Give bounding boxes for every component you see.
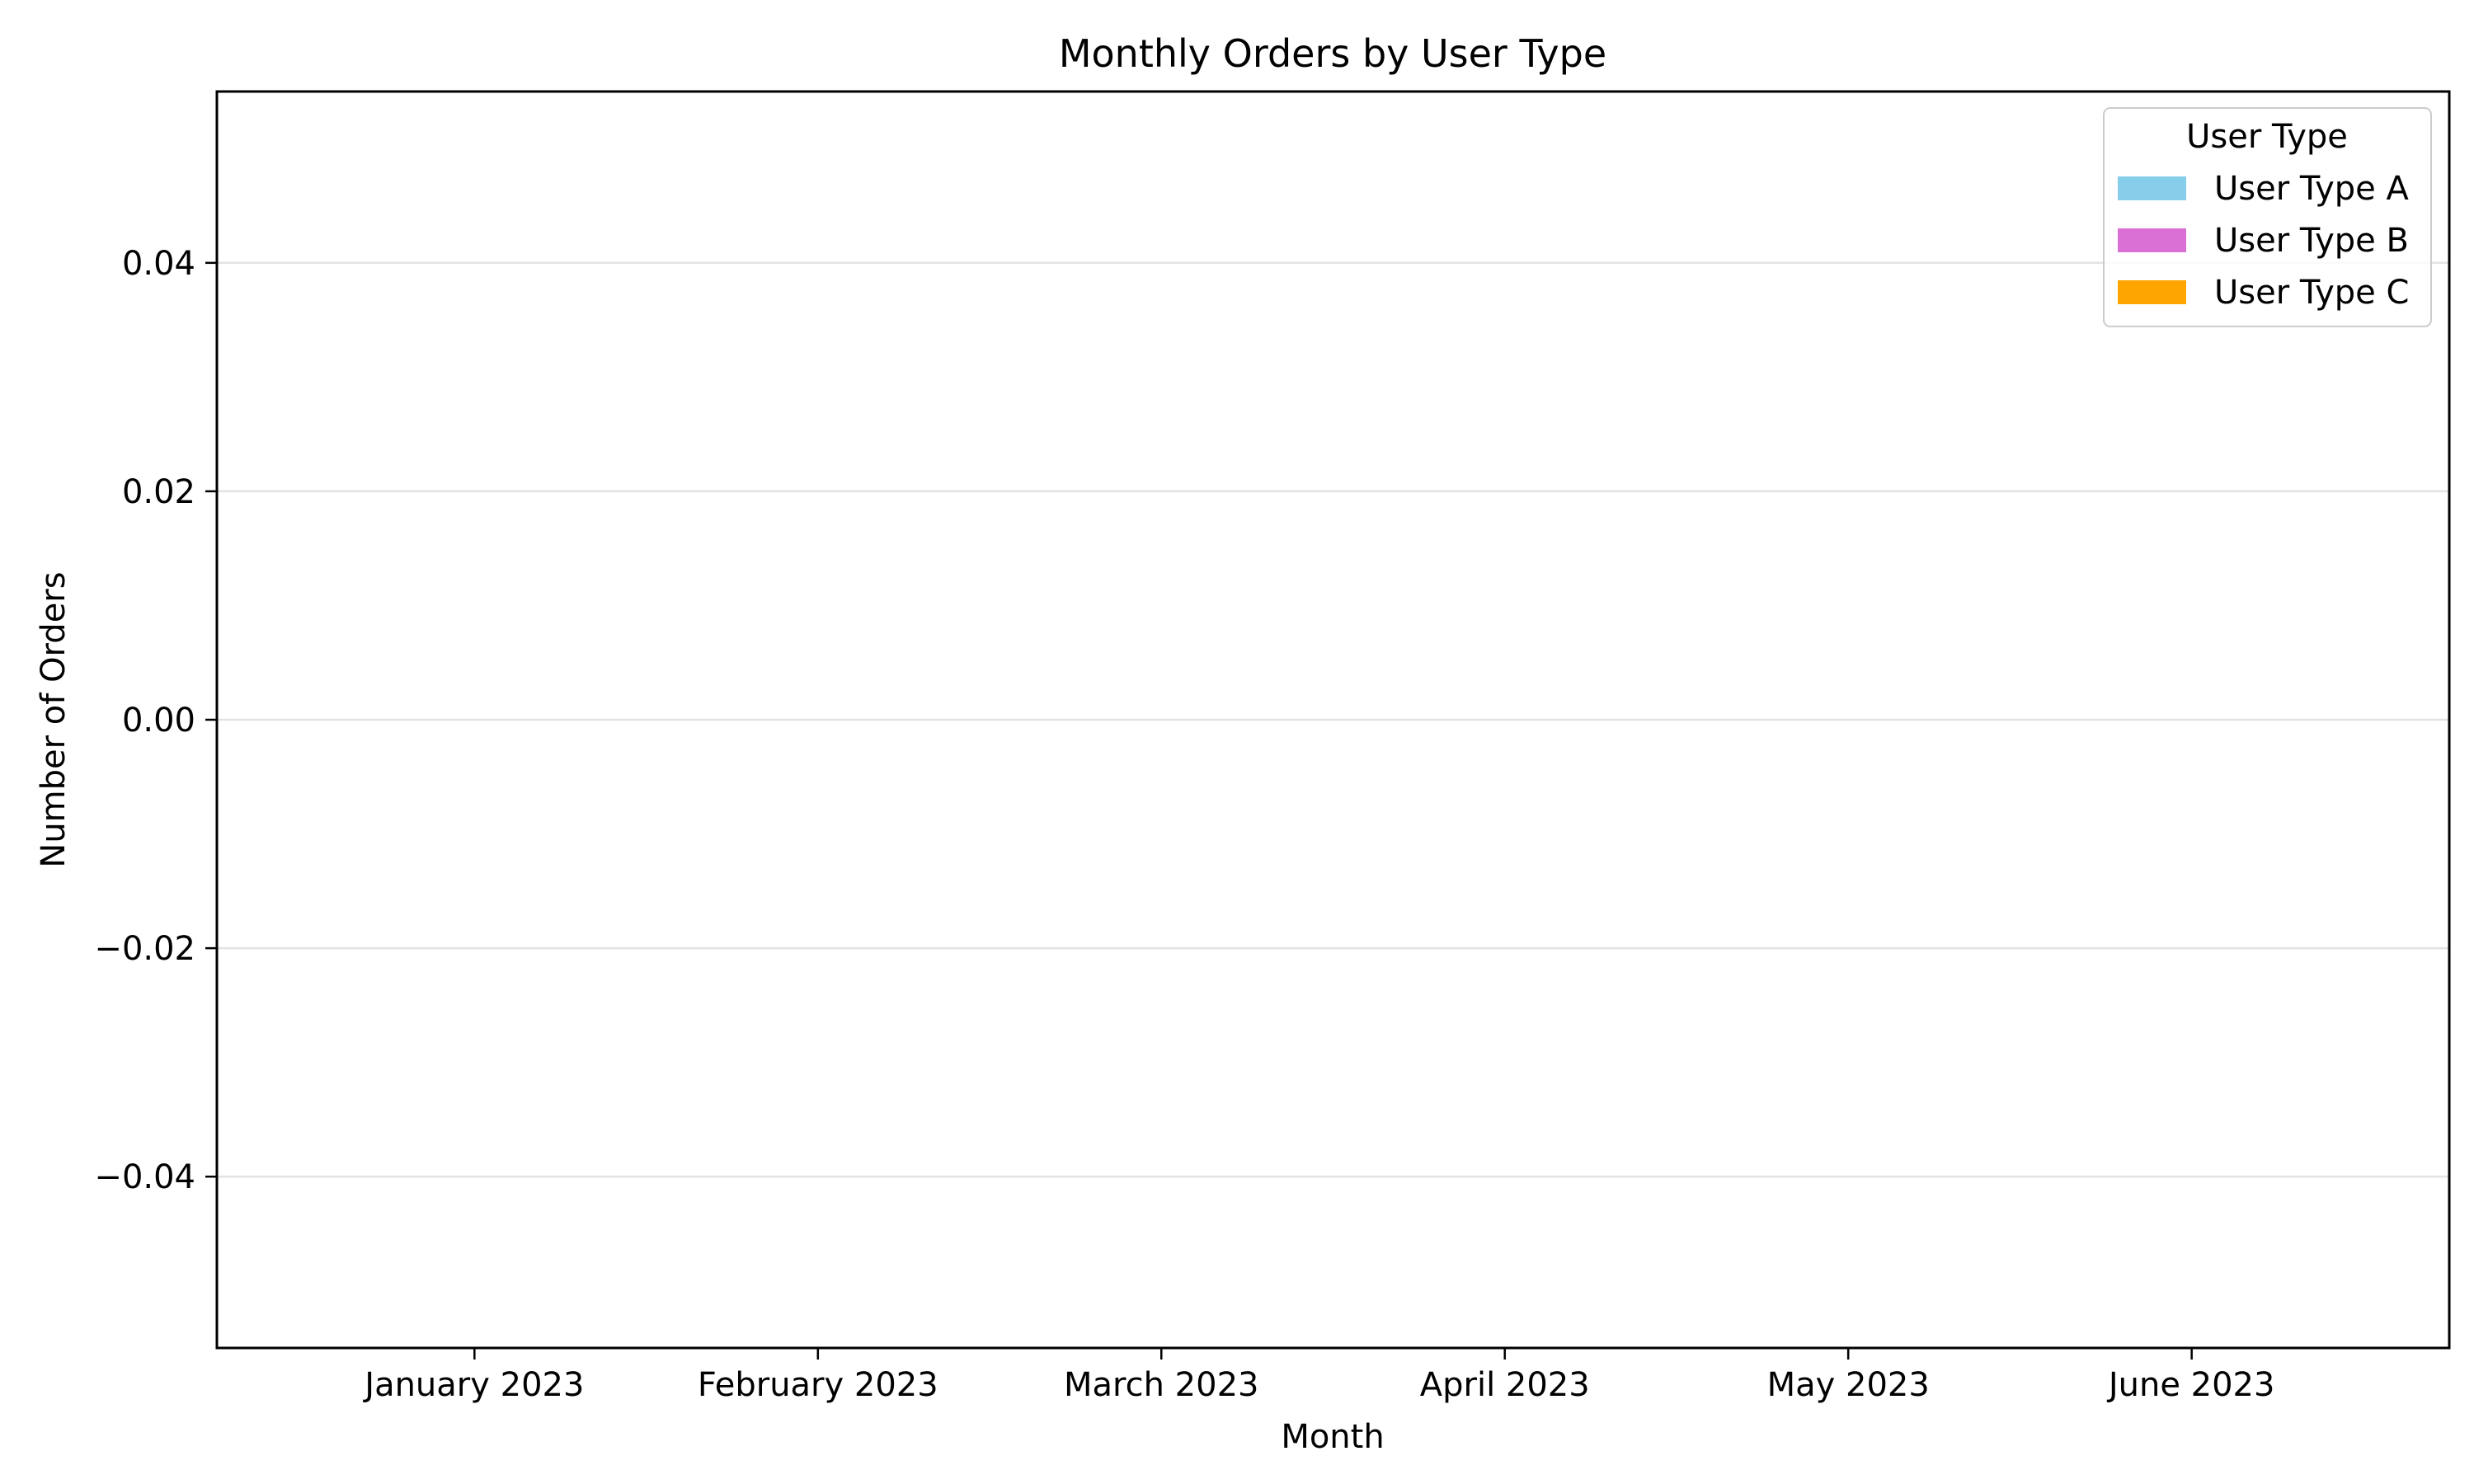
x-tick-label: January 2023: [362, 1366, 584, 1404]
legend-swatch: [2118, 280, 2186, 304]
x-tick-label: February 2023: [698, 1366, 938, 1404]
x-tick-label: June 2023: [2106, 1366, 2275, 1404]
chart-title: Monthly Orders by User Type: [1059, 31, 1606, 76]
legend-items: User Type A User Type B User Type C: [2118, 170, 2409, 312]
legend-swatch: [2118, 228, 2186, 252]
x-tick-label: April 2023: [1420, 1366, 1590, 1404]
legend-label: User Type A: [2214, 170, 2409, 208]
x-tick-label: March 2023: [1064, 1366, 1258, 1404]
y-tick-label: 0.00: [122, 702, 195, 740]
y-tick-label: 0.02: [122, 473, 195, 511]
x-axis-ticks: January 2023 February 2023 March 2023 April…: [362, 1348, 2274, 1404]
legend-swatch: [2118, 176, 2186, 200]
y-grid: [217, 261, 2449, 1178]
legend-label: User Type B: [2214, 222, 2409, 260]
y-tick-label: 0.04: [122, 245, 195, 283]
legend-label: User Type C: [2214, 274, 2409, 312]
y-tick-label: −0.02: [94, 930, 195, 968]
legend-title: User Type: [2186, 118, 2348, 156]
y-axis-label: Number of Orders: [35, 571, 73, 867]
y-tick-label: −0.04: [94, 1158, 195, 1196]
legend-box: [2103, 107, 2432, 327]
x-axis-label: Month: [1281, 1418, 1384, 1456]
y-axis-ticks: 0.04 0.02 0.00 −0.02 −0.04: [94, 245, 217, 1196]
x-tick-label: May 2023: [1767, 1366, 1930, 1404]
